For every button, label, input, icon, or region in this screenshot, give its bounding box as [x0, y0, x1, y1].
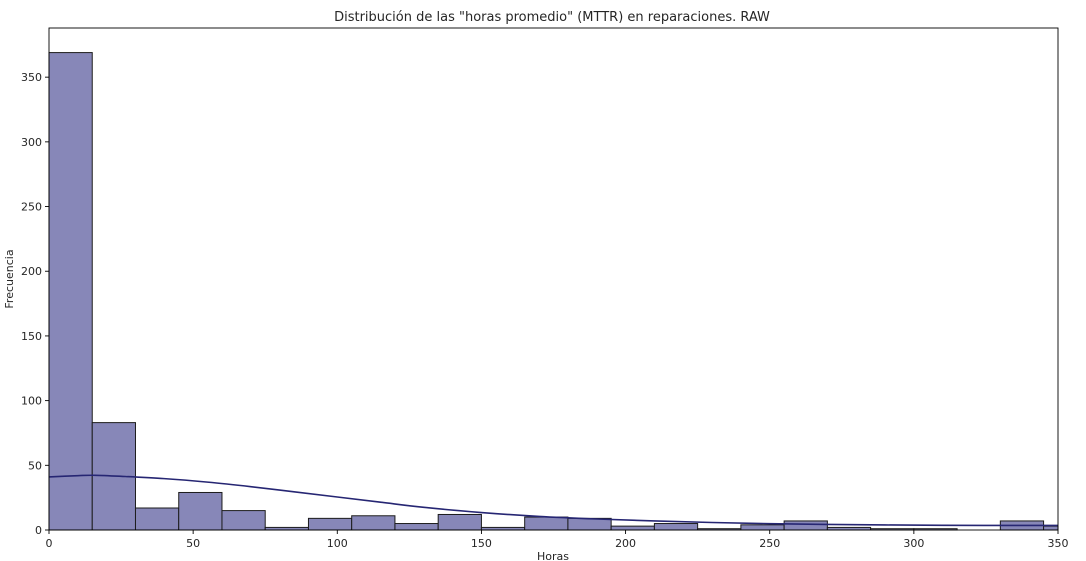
histogram-bar	[1043, 525, 1059, 531]
histogram-bar	[783, 520, 828, 531]
histogram-bar	[221, 510, 266, 531]
histogram-bar	[394, 523, 439, 531]
y-tick-label: 50	[28, 459, 42, 472]
x-tick-label: 250	[759, 537, 780, 550]
histogram-bars	[48, 52, 1059, 531]
x-axis-label: Horas	[537, 550, 569, 561]
histogram-bar	[437, 513, 482, 531]
y-tick-label: 0	[35, 524, 42, 537]
histogram-bar	[134, 507, 180, 531]
x-tick-label: 200	[615, 537, 636, 550]
y-tick-label: 350	[21, 71, 42, 84]
y-tick-label: 300	[21, 136, 42, 149]
x-tick-label: 300	[903, 537, 924, 550]
x-tick-label: 100	[327, 537, 348, 550]
y-axis-ticks: 0 50 100 150 200 250 300 350	[21, 71, 49, 537]
histogram-bar	[740, 524, 785, 531]
histogram-bar	[653, 523, 699, 531]
y-tick-label: 150	[21, 330, 42, 343]
histogram-bar	[351, 515, 396, 531]
y-tick-label: 100	[21, 395, 42, 408]
x-tick-label: 0	[46, 537, 53, 550]
x-tick-label: 350	[1048, 537, 1069, 550]
histogram-bar	[610, 525, 655, 531]
histogram-bar	[524, 516, 569, 531]
histogram-bar	[307, 517, 353, 531]
y-tick-label: 250	[21, 201, 42, 214]
x-tick-label: 50	[186, 537, 200, 550]
x-axis-ticks: 0 50 100 150 200 250 300 350	[46, 530, 1069, 550]
histogram-bar	[178, 491, 223, 531]
kde-curve	[48, 474, 1059, 527]
plot-frame	[48, 27, 1059, 531]
histogram-bar	[48, 52, 93, 531]
chart-title: Distribución de las "horas promedio" (MT…	[334, 10, 770, 25]
y-axis-label: Frecuencia	[3, 249, 16, 308]
y-tick-label: 200	[21, 265, 42, 278]
x-tick-label: 150	[471, 537, 492, 550]
histogram-bar	[567, 517, 612, 531]
